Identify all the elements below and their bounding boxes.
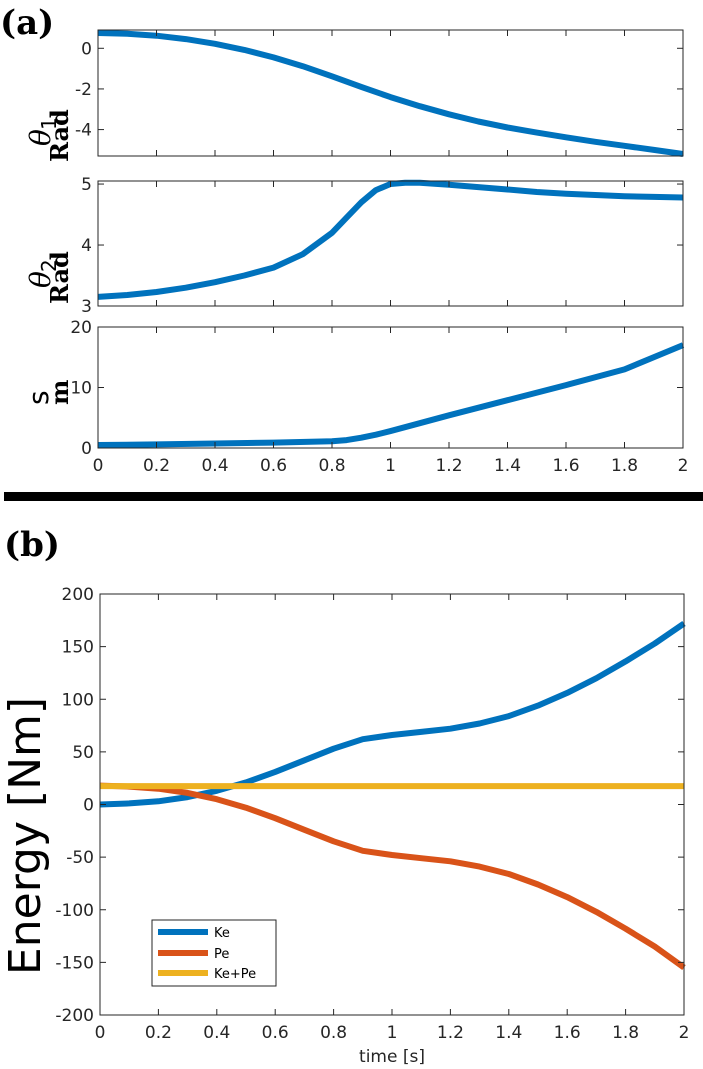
s-xtick-label: 1.2 (435, 456, 462, 476)
s-xtick-label: 1 (385, 456, 396, 476)
s-xtick-label: 0.8 (318, 456, 345, 476)
s-xtick-label: 1.4 (494, 456, 521, 476)
theta1-ytick-label: 0 (81, 39, 92, 59)
s-xtick-label: 2 (678, 456, 689, 476)
energy-ytick-label: 100 (62, 690, 94, 710)
legend-label-ke: Ke (214, 926, 230, 941)
energy-xtick-label: 1.6 (554, 1023, 581, 1043)
energy-chart: 0 0.2 0.4 0.6 0.8 1 1.2 1.4 1.6 1.8 2200150100500-… (55, 585, 689, 1043)
energy-ytick-label: 200 (62, 585, 94, 605)
s-ytick-label: 10 (70, 379, 92, 399)
panel-divider (4, 492, 703, 501)
theta1-ylabel: θ 1 Rad (24, 109, 74, 162)
svg-text:s: s (22, 390, 55, 405)
energy-xtick-label: 0.8 (320, 1023, 347, 1043)
energy-ytick-label: 150 (62, 638, 94, 658)
energy-xtick-label: 0.2 (145, 1023, 172, 1043)
energy-ytick-label: 50 (72, 743, 94, 763)
energy-xtick-label: 2 (679, 1023, 690, 1043)
s-xtick-label: 0 (93, 456, 104, 476)
theta1-ytick-label: -4 (75, 121, 92, 141)
svg-text:θ: θ (24, 271, 57, 288)
s-xtick-label: 1.8 (611, 456, 638, 476)
svg-text:m: m (45, 380, 74, 405)
s-xtick-label: 0.6 (260, 456, 287, 476)
energy-legend: Ke Pe Ke+Pe (151, 919, 277, 987)
s-ylabel: s m (22, 380, 74, 405)
theta2-ytick-label: 5 (81, 175, 92, 195)
energy-ytick-label: 0 (83, 796, 94, 816)
theta1-series-line (97, 30, 684, 157)
energy-ytick-label: -100 (55, 901, 94, 921)
svg-text:Rad: Rad (45, 109, 74, 162)
legend-label-sum: Ke+Pe (214, 967, 256, 982)
theta2-chart: 3 4 5 (81, 175, 684, 317)
theta2-ylabel: θ 2 Rad (24, 251, 74, 304)
s-series-line (97, 342, 685, 448)
theta1-axes-box (97, 29, 684, 157)
energy-ylabel: Energy [Nm] (0, 697, 51, 975)
theta2-series-line (97, 179, 684, 300)
s-xtick-label: 0.4 (201, 456, 228, 476)
energy-xtick-label: 1.2 (437, 1023, 464, 1043)
legend-label-pe: Pe (214, 947, 229, 962)
theta2-ytick-label: 4 (81, 236, 92, 256)
s-ytick-label: 0 (81, 439, 92, 459)
energy-xtick-label: 1.4 (495, 1023, 522, 1043)
svg-text:θ: θ (24, 129, 57, 146)
energy-xtick-label: 0.4 (203, 1023, 230, 1043)
energy-xtick-label: 1 (387, 1023, 398, 1043)
energy-ytick-label: -200 (55, 1006, 94, 1026)
energy-xtick-label: 0 (95, 1023, 106, 1043)
svg-text:Rad: Rad (45, 251, 74, 304)
theta2-ytick-label: 3 (81, 297, 92, 317)
theta1-chart: 0 -2 -4 (75, 29, 684, 157)
theta1-ytick-label: -2 (75, 80, 92, 100)
energy-xtick-label: 0.6 (262, 1023, 289, 1043)
energy-series-pe (99, 782, 686, 971)
energy-xtick-label: 1.8 (612, 1023, 639, 1043)
svg-text:1: 1 (37, 117, 61, 130)
energy-xlabel: time [s] (359, 1047, 425, 1067)
energy-ytick-label: -150 (55, 953, 94, 973)
s-xtick-label: 1.6 (552, 456, 579, 476)
energy-ytick-label: -50 (66, 848, 94, 868)
s-ytick-label: 20 (70, 318, 92, 338)
s-xtick-label: 0.2 (143, 456, 170, 476)
energy-series-ke (99, 621, 686, 808)
panel-label-b: (b) (4, 525, 60, 565)
panel-label-a: (a) (0, 3, 54, 43)
svg-text:2: 2 (37, 259, 61, 272)
